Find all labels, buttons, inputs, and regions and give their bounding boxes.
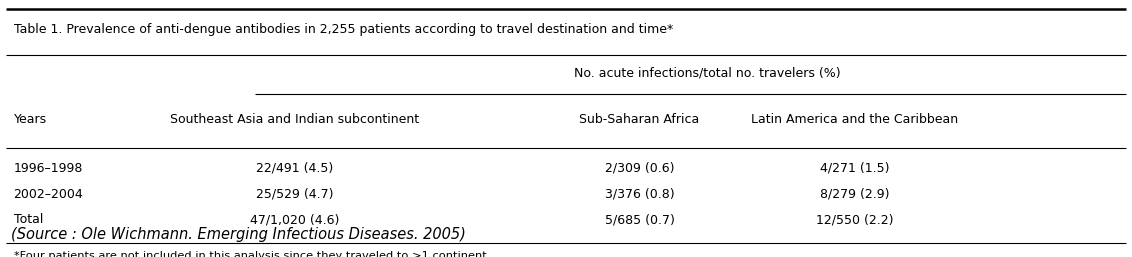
Text: 4/271 (1.5): 4/271 (1.5) (820, 162, 890, 175)
Text: Years: Years (14, 113, 46, 126)
Text: Table 1. Prevalence of anti-dengue antibodies in 2,255 patients according to tra: Table 1. Prevalence of anti-dengue antib… (14, 23, 672, 36)
Text: 8/279 (2.9): 8/279 (2.9) (820, 188, 890, 200)
Text: Total: Total (14, 213, 43, 226)
Text: 47/1,020 (4.6): 47/1,020 (4.6) (250, 213, 338, 226)
Text: 5/685 (0.7): 5/685 (0.7) (604, 213, 675, 226)
Text: (Source : Ole Wichmann. Emerging Infectious Diseases. 2005): (Source : Ole Wichmann. Emerging Infecti… (11, 227, 466, 242)
Text: 22/491 (4.5): 22/491 (4.5) (256, 162, 333, 175)
Text: 1996–1998: 1996–1998 (14, 162, 83, 175)
Text: 2002–2004: 2002–2004 (14, 188, 84, 200)
Text: *Four patients are not included in this analysis since they traveled to >1 conti: *Four patients are not included in this … (14, 251, 490, 257)
Text: Latin America and the Caribbean: Latin America and the Caribbean (752, 113, 958, 126)
Text: 12/550 (2.2): 12/550 (2.2) (816, 213, 893, 226)
Text: 25/529 (4.7): 25/529 (4.7) (256, 188, 333, 200)
Text: 2/309 (0.6): 2/309 (0.6) (604, 162, 675, 175)
Text: No. acute infections/total no. travelers (%): No. acute infections/total no. travelers… (574, 67, 841, 80)
Text: Sub-Saharan Africa: Sub-Saharan Africa (580, 113, 700, 126)
Text: 3/376 (0.8): 3/376 (0.8) (604, 188, 675, 200)
Text: Southeast Asia and Indian subcontinent: Southeast Asia and Indian subcontinent (170, 113, 419, 126)
